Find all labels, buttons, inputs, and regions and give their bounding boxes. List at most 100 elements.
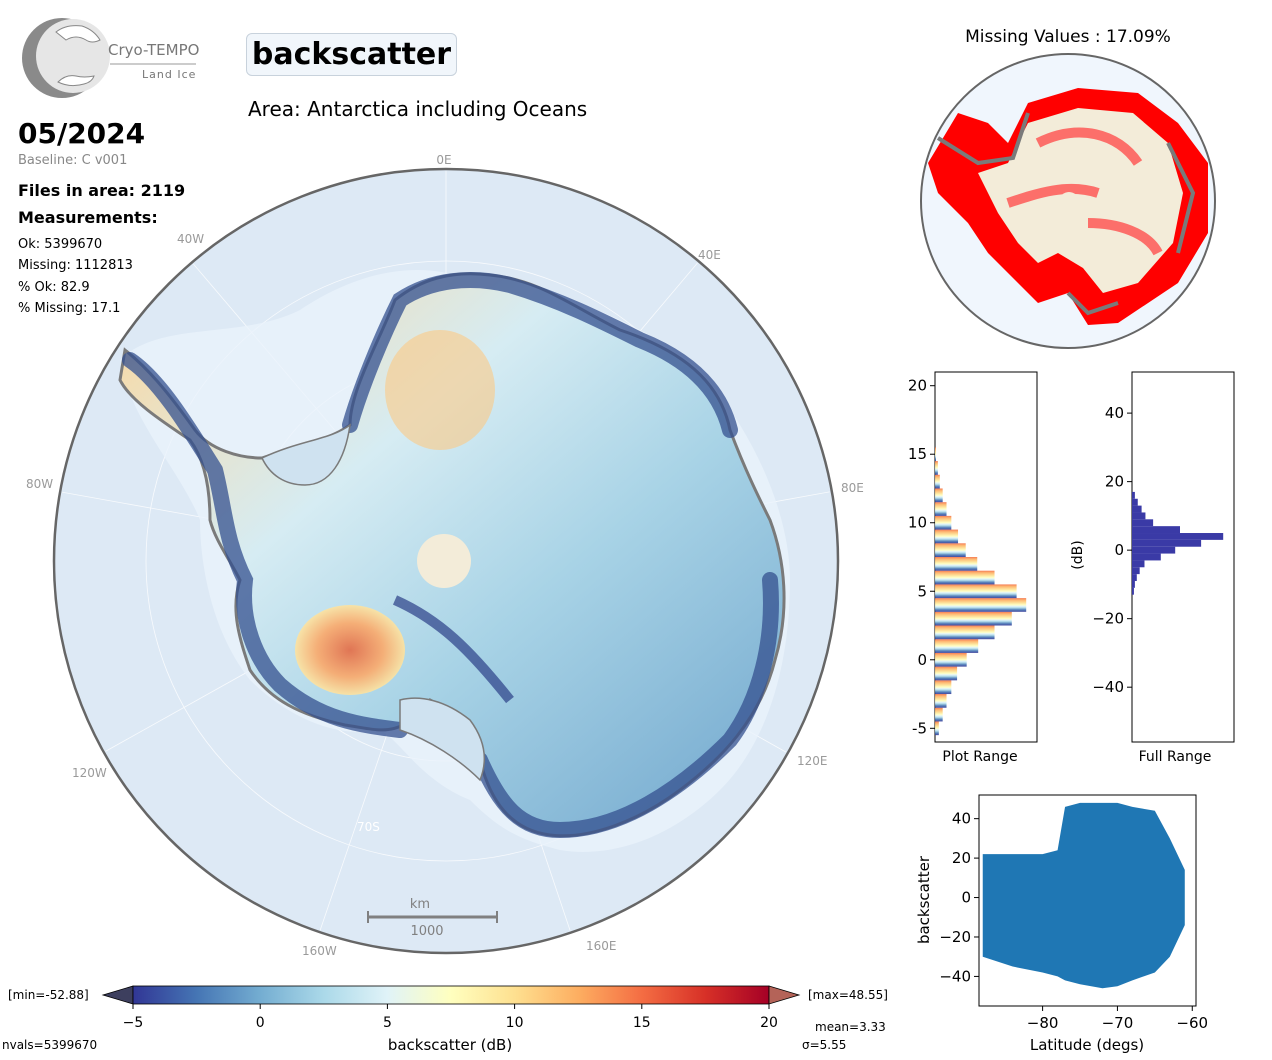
hist-bar — [1132, 533, 1224, 540]
hist-tick-label: −20 — [1092, 610, 1124, 628]
hist-bar — [935, 611, 1012, 626]
scatter-ytick-label: 0 — [961, 889, 971, 907]
stat-pct-missing: % Missing: 17.1 — [18, 301, 121, 316]
hist-bar — [1132, 560, 1145, 568]
hist-plot-range: 20 15 10 5 0 -5 Plot Range — [908, 371, 1038, 765]
colorbar-nvals: nvals=5399670 — [2, 1038, 97, 1052]
hist-bar — [935, 680, 952, 695]
logo-product-text: Land Ice — [142, 68, 196, 81]
scale-value: 1000 — [410, 924, 443, 939]
hist-bar — [935, 639, 979, 653]
colorbar-tick-label: 10 — [506, 1015, 524, 1031]
hist-bar — [935, 502, 947, 516]
colorbar-sigma: σ=5.55 — [802, 1038, 846, 1052]
hist-tick-label: -5 — [912, 719, 927, 737]
logo-brand-text: Cryo-TEMPO — [108, 41, 199, 59]
colorbar-tick-label: −5 — [123, 1015, 144, 1031]
hist-tick-label: 15 — [908, 445, 927, 463]
hist-tick-label: 20 — [908, 377, 927, 395]
scatter-points — [982, 802, 1185, 989]
hist-bar — [935, 474, 940, 489]
hist-bar — [1132, 505, 1142, 513]
longitude-labels: 0E 40E 80E 120E 160E 160W 120W 80W 40W 7… — [26, 153, 864, 958]
scatter-ytick-label: −20 — [939, 928, 971, 946]
hist-bar — [935, 515, 952, 530]
hist-tick-label: 0 — [1114, 541, 1124, 559]
hist-full-range: 40 20 0 −20 −40 (dB) Full Range — [1070, 371, 1235, 765]
lon-label: 0E — [436, 153, 451, 167]
hist-bar — [935, 488, 943, 503]
hist-bar — [1132, 553, 1161, 561]
colorbar-min: [min=-52.88] — [8, 988, 89, 1002]
hist-tick-label: 5 — [917, 582, 927, 600]
scatter-xtick-label: −60 — [1176, 1014, 1208, 1032]
hist-bar — [1132, 574, 1137, 581]
colorbar-mean: mean=3.33 — [815, 1020, 886, 1034]
stat-missing: Missing: 1112813 — [18, 258, 133, 273]
pole-hole — [417, 534, 471, 588]
scatter-ytick-label: 20 — [952, 849, 971, 867]
measurements-heading: Measurements: — [18, 208, 158, 227]
hist-bar — [1132, 512, 1146, 520]
lon-label: 40E — [698, 248, 721, 262]
hist-full-xlabel: Full Range — [1139, 749, 1212, 765]
stat-ok: Ok: 5399670 — [18, 237, 103, 252]
colorbar-max: [max=48.55] — [808, 988, 888, 1002]
files-count: Files in area: 2119 — [18, 181, 186, 200]
hist-bar — [935, 570, 995, 585]
colorbar-tick-label: 5 — [383, 1015, 392, 1031]
hist-tick-label: 40 — [1105, 404, 1124, 422]
hist-tick-label: −40 — [1092, 678, 1124, 696]
colorbar: −5 0 5 10 15 20 backscatter (dB) [min=-52.88]… — [2, 985, 888, 1054]
hist-bar — [935, 598, 1027, 612]
colorbar-tick-label: 20 — [760, 1015, 778, 1031]
hist-bar — [935, 543, 966, 557]
hist-bar — [935, 584, 1017, 599]
scatter-xtick-label: −70 — [1102, 1014, 1134, 1032]
hist-bar — [935, 666, 958, 681]
hist-bar — [1132, 587, 1134, 595]
missing-values-map — [920, 53, 1216, 349]
lon-label: 120E — [797, 754, 828, 768]
hist-bar — [935, 447, 936, 462]
hist-tick-label: 20 — [1105, 473, 1124, 491]
hist-bar — [1132, 498, 1138, 506]
scale-bar: km 1000 — [367, 897, 498, 939]
hist-bar — [935, 529, 959, 544]
hist-bar — [935, 625, 995, 640]
lon-label: 40W — [177, 232, 204, 246]
scatter-ylabel: backscatter — [915, 855, 933, 944]
lon-label: 80E — [841, 481, 864, 495]
hist-bar — [1132, 526, 1180, 534]
stat-pct-ok: % Ok: 82.9 — [18, 280, 90, 295]
hist-bar — [1132, 491, 1135, 499]
lon-label: 80W — [26, 477, 53, 491]
lon-label: 160E — [586, 939, 617, 953]
hist-tick-label: 0 — [917, 651, 927, 669]
hist-bar — [935, 461, 938, 475]
hist-bar — [935, 707, 943, 722]
hist-plot-xlabel: Plot Range — [942, 749, 1017, 765]
hist-bar — [1132, 519, 1154, 527]
hist-bar — [935, 557, 978, 571]
missing-values-title: Missing Values : 17.09% — [965, 27, 1171, 47]
scatter-xlabel: Latitude (degs) — [1030, 1036, 1144, 1054]
scatter-ytick-label: −40 — [939, 967, 971, 985]
antarctica-map: 0E 40E 80E 120E 160E 160W 120W 80W 40W 7… — [26, 153, 864, 958]
colorbar-label: backscatter (dB) — [388, 1036, 512, 1054]
hist-tick-label: 10 — [908, 514, 927, 532]
hist-bar — [935, 652, 967, 667]
hist-bar — [1132, 539, 1202, 547]
lat-label: 70S — [357, 820, 380, 834]
scatter-ytick-label: 40 — [952, 810, 971, 828]
hist-bar — [1132, 580, 1135, 588]
colorbar-tick-label: 0 — [256, 1015, 265, 1031]
variable-title: backscatter — [246, 33, 457, 76]
scatter-xtick-label: −80 — [1027, 1014, 1059, 1032]
colorbar-tick-label: 15 — [633, 1015, 651, 1031]
hist-bar — [1132, 567, 1140, 575]
lon-label: 120W — [72, 766, 107, 780]
hist-full-ylabel: (dB) — [1070, 540, 1086, 569]
hist-bar — [935, 721, 939, 736]
scale-unit: km — [410, 897, 430, 912]
